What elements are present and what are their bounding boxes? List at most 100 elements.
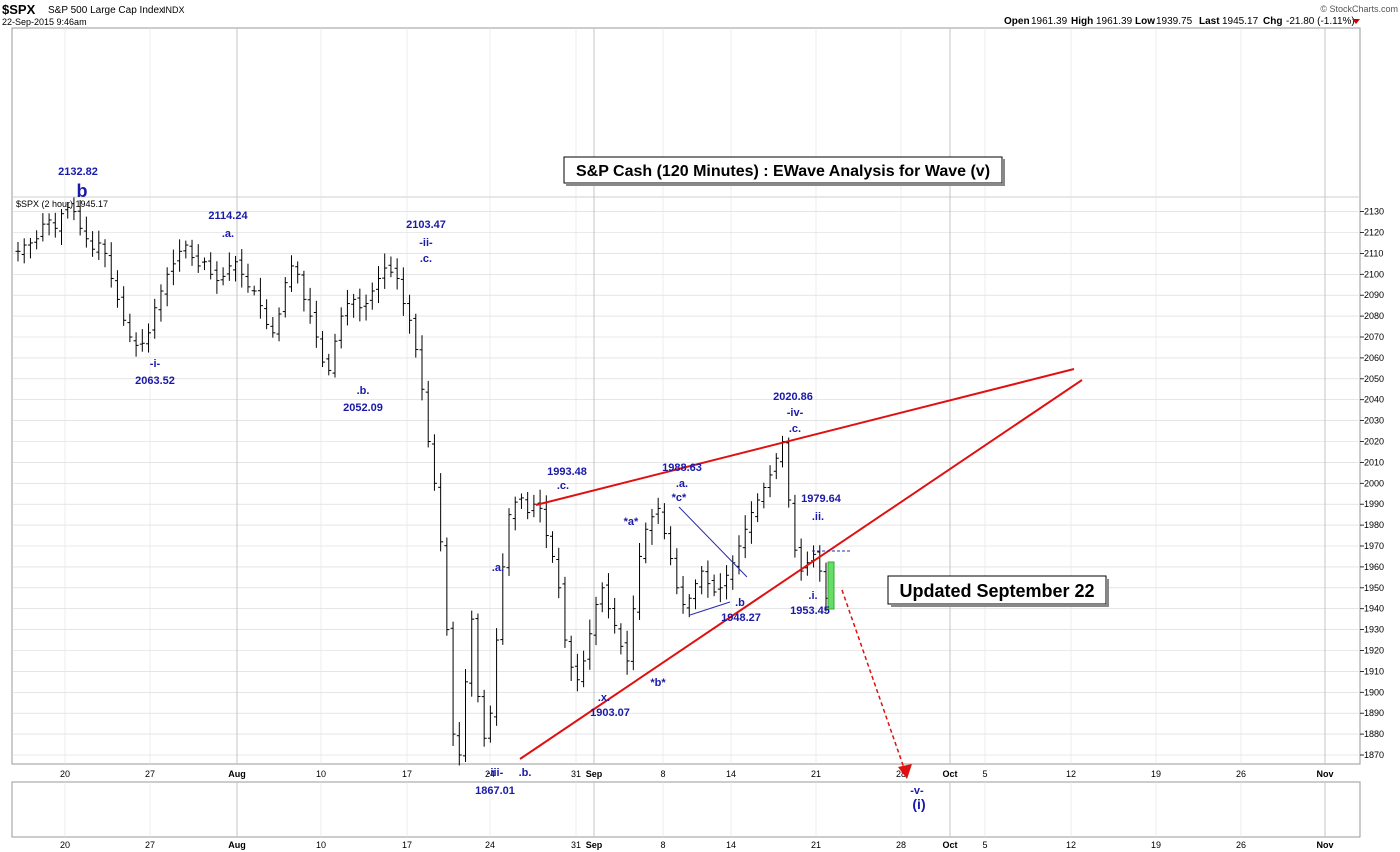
ohlc-bar (661, 503, 667, 540)
grid (12, 28, 1360, 837)
ohlc-bar (177, 239, 183, 272)
exchange: INDX (163, 5, 185, 15)
price-annotation: 2020.86 (773, 391, 813, 403)
lower-panel (11, 781, 1361, 838)
price-annotation: 2103.47 (406, 219, 446, 231)
wave-label: -i- (150, 358, 161, 370)
ohlc-bar (413, 313, 419, 358)
ohlc-bar (276, 307, 282, 342)
x-tick-label: 21 (811, 769, 821, 779)
ohlc-bar (643, 522, 649, 564)
wave-label: .x. (598, 692, 610, 704)
ohlc-bar (121, 286, 127, 326)
ohlc-bar (456, 722, 462, 766)
ohlc-bar (543, 495, 549, 549)
ohlc-bar (239, 249, 245, 288)
ohlc-bar (183, 240, 189, 259)
wave-label: -v- (910, 785, 924, 797)
brand-watermark: © StockCharts.com (1320, 4, 1398, 14)
ohlc-bar (494, 628, 500, 726)
x-tick-label: 5 (982, 769, 987, 779)
wave-label: .a. (492, 562, 504, 574)
ohlc-bar (307, 287, 313, 324)
x-tick-label: 24 (485, 769, 495, 779)
current-bar-highlight (827, 561, 835, 610)
ohlc-bar (574, 653, 580, 692)
price-annotation: 1903.07 (590, 707, 630, 719)
ohlc-bar (59, 208, 65, 246)
ohlc-bar (431, 434, 437, 491)
lower-wedge-line (519, 379, 1083, 760)
ohlc-bar (724, 565, 730, 600)
ohlc-bar (680, 575, 686, 614)
ohlc-bar (419, 335, 425, 401)
ohlc-bar (139, 329, 145, 352)
ohlc-bar (220, 267, 226, 286)
y-tick-label: 2000 (1364, 478, 1384, 488)
y-tick-label: 1930 (1364, 625, 1384, 635)
ohlc-bar (21, 238, 27, 264)
upper-wedge-line (535, 368, 1075, 506)
y-tick-label: 2030 (1364, 416, 1384, 426)
wave-label: .b. (357, 385, 370, 397)
wave-label: *b* (650, 677, 666, 689)
ohlc-bar (699, 565, 705, 595)
ohlc-bar (282, 277, 288, 318)
x-tick-label: 17 (402, 769, 412, 779)
ohlc-bar (127, 313, 133, 343)
x-tick-label-lower: 26 (1236, 840, 1246, 850)
x-tick-label: 20 (60, 769, 70, 779)
x-tick-label: 19 (1151, 769, 1161, 779)
x-axis: 20 27 Aug 10 17 24 31 Sep 8 14 21 28 Oct 5 12 19 26 Nov (60, 769, 1334, 779)
ohlc-bar (525, 491, 531, 520)
ohlc-bar (692, 579, 698, 610)
wave-label: .b. (519, 767, 532, 779)
wave-label: *c* (672, 492, 687, 504)
ohlc-bar (189, 239, 195, 266)
ohlc-bar (811, 545, 817, 568)
x-tick-label-lower: 27 (145, 840, 155, 850)
ohlc-bar (469, 610, 475, 697)
ohlc-bar (394, 258, 400, 290)
high-label: High (1071, 16, 1093, 27)
ohlc-bar (65, 201, 71, 219)
ohlc-bar (357, 288, 363, 322)
y-tick-label: 1920 (1364, 646, 1384, 656)
ohlc-bar (133, 332, 139, 357)
price-annotation: 1867.01 (475, 785, 515, 797)
x-tick-label-lower: 14 (726, 840, 736, 850)
y-tick-label: 1990 (1364, 499, 1384, 509)
ohlc-bar (755, 493, 761, 523)
ohlc-bar (52, 212, 58, 238)
price-bars (15, 197, 829, 766)
ohlc-bar (344, 289, 350, 326)
title-shadow-bottom (566, 183, 1005, 186)
ohlc-bar (506, 508, 512, 576)
ohlc-bar (742, 515, 748, 559)
updated-box: Updated September 22 (887, 575, 1109, 607)
ohlc-bar (686, 594, 692, 618)
ohlc-bar (201, 257, 207, 271)
y-tick-label: 1960 (1364, 562, 1384, 572)
ohlc-bar (711, 574, 717, 597)
ohlc-bar (363, 294, 369, 321)
ohlc-bar (668, 526, 674, 566)
y-tick-label: 2080 (1364, 311, 1384, 321)
trendlines (519, 368, 1083, 779)
x-tick-label: Sep (586, 769, 603, 779)
ohlc-bar (83, 216, 89, 248)
x-tick-label: Oct (942, 769, 957, 779)
y-tick-label: 2120 (1364, 228, 1384, 238)
ohlc-bar (612, 597, 618, 634)
title-frame (563, 156, 1003, 184)
projection-arrow-head-icon (898, 764, 912, 779)
wave-label: .c. (789, 423, 801, 435)
y-tick-label: 1980 (1364, 520, 1384, 530)
chart-title-box: S&P Cash (120 Minutes) : EWave Analysis … (563, 156, 1005, 186)
ohlc-bar (593, 596, 599, 646)
x-tick-label: 12 (1066, 769, 1076, 779)
title-shadow (1002, 159, 1005, 185)
price-annotation: 1948.27 (721, 612, 761, 624)
ohlc-bar (195, 244, 201, 273)
open-value: 1961.39 (1031, 16, 1068, 27)
